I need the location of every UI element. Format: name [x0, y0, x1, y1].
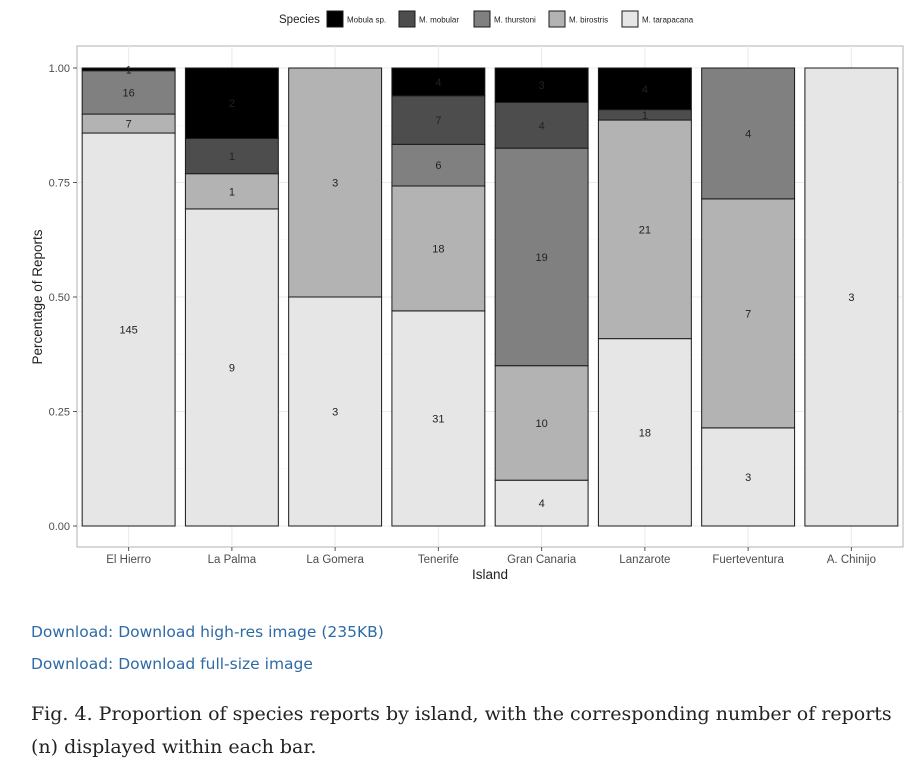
- data-label: 7: [126, 119, 132, 131]
- bar-segment-gran-canaria-m-tarapacana: [494, 479, 589, 527]
- legend-label: M. birostris: [569, 16, 608, 25]
- data-label: 19: [536, 252, 548, 264]
- legend-swatch-m-birostris: [548, 10, 566, 28]
- bar-segment-tenerife-mobula-sp: [391, 67, 486, 97]
- figure-caption: Fig. 4. Proportion of species reports by…: [31, 703, 892, 758]
- bar-segment-el-hierro-mobula-sp: [81, 67, 176, 72]
- x-tick-label: La Palma: [208, 554, 257, 566]
- bar-segment-lanzarote-mobula-sp: [597, 67, 692, 111]
- axes: 0.00 0.25 0.50 0.75 1.00 El Hierro La Palma La …: [30, 63, 876, 582]
- bar-segment-tenerife-m-mobular: [391, 95, 486, 145]
- y-tick-label: 0.00: [49, 521, 70, 533]
- download-links: Download: Download high-res image (235KB…: [31, 616, 384, 680]
- download-full-size-link[interactable]: Download: Download full-size image: [31, 655, 313, 673]
- x-tick-label: Lanzarote: [619, 554, 670, 566]
- bar-segment-el-hierro-m-tarapacana: [81, 132, 176, 527]
- data-label: 1: [642, 110, 648, 122]
- data-label: 4: [435, 77, 441, 89]
- y-axis-title: Percentage of Reports: [30, 229, 45, 364]
- data-label: 3: [848, 292, 854, 304]
- data-label: 10: [536, 418, 548, 430]
- bar-segment-la-palma-m-tarapacana: [184, 208, 279, 527]
- bar-segment-lanzarote-m-tarapacana: [597, 338, 692, 527]
- data-label: 16: [123, 87, 135, 99]
- data-label: 7: [745, 308, 751, 320]
- bar-segment-fuerteventura-m-thurstoni: [701, 67, 796, 200]
- data-label: 1: [229, 186, 235, 198]
- bar-segment-la-gomera-m-tarapacana: [288, 296, 383, 527]
- legend-label: M. thurstoni: [494, 16, 536, 25]
- data-label: 3: [745, 472, 751, 484]
- stacked-bar-chart: 14571619112333118674410194318211437430.0…: [30, 10, 904, 582]
- bar-segment-gran-canaria-mobula-sp: [494, 67, 589, 103]
- bar-segment-el-hierro-m-thurstoni: [81, 70, 176, 115]
- data-label: 9: [229, 362, 235, 374]
- y-tick-label: 0.75: [49, 178, 70, 190]
- x-tick-label: La Gomera: [306, 554, 364, 566]
- x-tick-label: Tenerife: [418, 554, 459, 566]
- x-tick-label: El Hierro: [106, 554, 151, 566]
- bar-segment-tenerife-m-birostris: [391, 185, 486, 312]
- x-axis-title: Island: [472, 567, 508, 582]
- data-label: 4: [539, 498, 545, 510]
- bar-segment-la-gomera-m-birostris: [288, 67, 383, 298]
- y-tick-label: 0.25: [49, 407, 70, 419]
- y-tick-label: 1.00: [49, 63, 70, 75]
- bar-segment-tenerife-m-tarapacana: [391, 310, 486, 527]
- bar-segment-la-palma-m-mobular: [184, 137, 279, 175]
- data-label: 18: [432, 243, 444, 255]
- data-label: 21: [639, 224, 651, 236]
- bar-segment-a-chinijo-m-tarapacana: [804, 67, 899, 527]
- data-label: 4: [539, 120, 545, 132]
- legend-swatch-m-mobular: [398, 10, 416, 28]
- legend-label: M. mobular: [419, 16, 459, 25]
- legend-label: Mobula sp.: [347, 16, 386, 25]
- bar-segment-la-palma-m-birostris: [184, 173, 279, 210]
- legend-swatch-m-thurstoni: [473, 10, 491, 28]
- data-label: 145: [119, 325, 137, 337]
- data-label: 31: [432, 413, 444, 425]
- y-tick-label: 0.50: [49, 292, 70, 304]
- bars: [81, 67, 899, 527]
- data-label: 3: [332, 407, 338, 419]
- legend: Species Mobula sp. M. mobular M. thurstoni M…: [279, 10, 694, 28]
- bar-segment-tenerife-m-thurstoni: [391, 143, 486, 187]
- data-label: 1: [126, 64, 132, 76]
- data-label: 3: [332, 178, 338, 190]
- data-label: 1: [229, 151, 235, 163]
- bar-segment-fuerteventura-m-birostris: [701, 198, 796, 429]
- data-label: 6: [435, 160, 441, 172]
- legend-swatch-mobula-sp: [326, 10, 344, 28]
- data-label: 18: [639, 427, 651, 439]
- legend-label: M. tarapacana: [642, 16, 694, 25]
- data-label: 2: [229, 98, 235, 110]
- bar-segment-la-palma-mobula-sp: [184, 67, 279, 139]
- data-label: 7: [435, 115, 441, 127]
- data-label: 4: [745, 128, 751, 140]
- x-tick-label: Fuerteventura: [712, 554, 784, 566]
- bar-segment-gran-canaria-m-birostris: [494, 365, 589, 481]
- legend-swatch-m-tarapacana: [621, 10, 639, 28]
- x-tick-label: A. Chinijo: [827, 554, 876, 566]
- download-high-res-link[interactable]: Download: Download high-res image (235KB…: [31, 623, 384, 641]
- data-label: 4: [642, 84, 648, 96]
- bar-segment-lanzarote-m-birostris: [597, 119, 692, 340]
- legend-title: Species: [279, 14, 320, 26]
- bar-segment-gran-canaria-m-mobular: [494, 101, 589, 149]
- data-label: 3: [539, 80, 545, 92]
- bar-segment-fuerteventura-m-tarapacana: [701, 427, 796, 527]
- x-tick-label: Gran Canaria: [507, 554, 577, 566]
